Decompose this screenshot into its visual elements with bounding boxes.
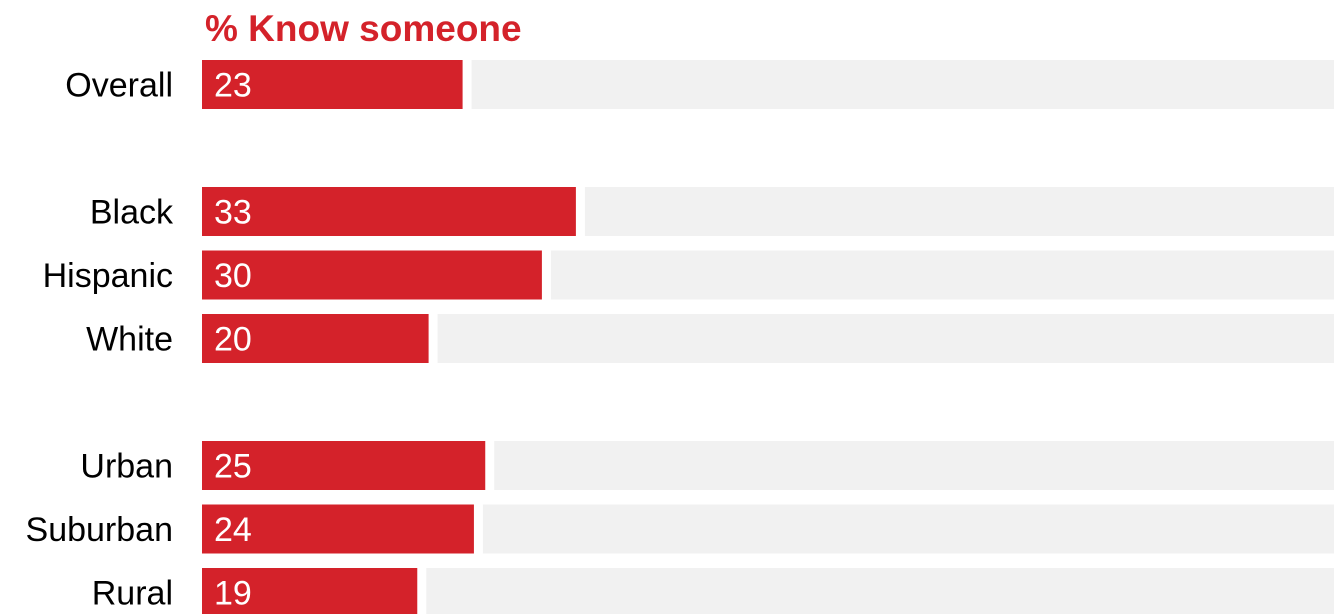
bar-track-white <box>438 314 1334 363</box>
bar-track-overall <box>472 60 1334 109</box>
bar-row-hispanic: Hispanic 30 <box>43 251 1334 300</box>
value-label-urban: 25 <box>214 448 252 486</box>
bar-row-rural: Rural 19 <box>92 568 1334 614</box>
category-label-overall: Overall <box>65 67 173 105</box>
bar-track-suburban <box>483 505 1334 554</box>
bar-track-rural <box>426 568 1334 614</box>
bar-row-overall: Overall 23 <box>65 60 1334 109</box>
bar-track-hispanic <box>551 251 1334 300</box>
category-label-hispanic: Hispanic <box>43 257 173 295</box>
category-label-urban: Urban <box>80 448 173 486</box>
bar-track-urban <box>494 441 1334 490</box>
category-label-suburban: Suburban <box>26 511 173 549</box>
bar-row-black: Black 33 <box>90 187 1334 236</box>
bar-row-suburban: Suburban 24 <box>26 505 1334 554</box>
value-label-rural: 19 <box>214 575 252 613</box>
value-label-overall: 23 <box>214 67 252 105</box>
bar-row-urban: Urban 25 <box>80 441 1334 490</box>
value-label-hispanic: 30 <box>214 257 252 295</box>
bar-black <box>202 187 576 236</box>
value-label-black: 33 <box>214 194 252 232</box>
category-label-black: Black <box>90 194 174 232</box>
chart-title: % Know someone <box>205 8 522 49</box>
category-label-white: White <box>86 321 173 359</box>
bar-row-white: White 20 <box>86 314 1334 363</box>
bar-rows: Overall 23 Black 33 Hispanic 30 White 20 Urban 25… <box>26 60 1334 614</box>
category-label-rural: Rural <box>92 575 173 613</box>
bar-track-black <box>585 187 1334 236</box>
value-label-white: 20 <box>214 321 252 359</box>
value-label-suburban: 24 <box>214 511 252 549</box>
bar-hispanic <box>202 251 542 300</box>
